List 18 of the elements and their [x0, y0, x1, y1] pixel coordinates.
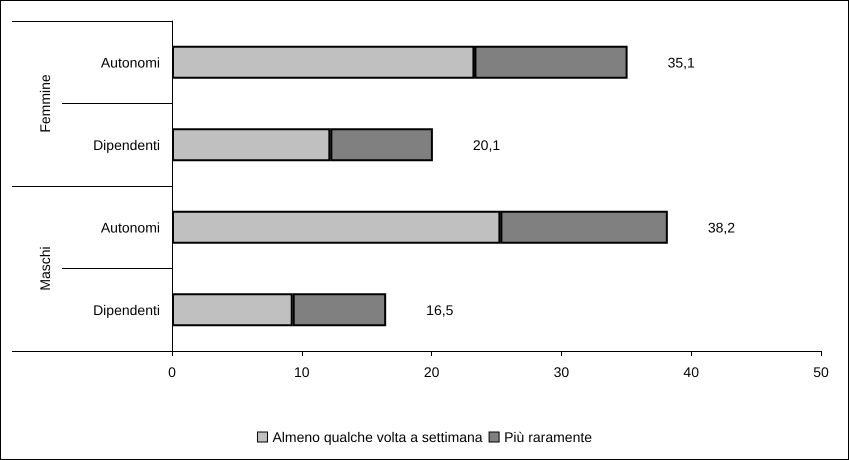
text: Femmine	[37, 74, 53, 133]
total-label: 16,5	[426, 302, 454, 318]
x-tick-label: 20	[424, 364, 440, 380]
x-tick-label: 30	[554, 364, 570, 380]
text: Maschi	[37, 246, 53, 291]
legend-label: Più raramente	[504, 429, 592, 445]
total-label: 20,1	[472, 136, 500, 153]
y-tick-label: Dipendenti	[93, 302, 160, 318]
y-tick-label: Autonomi	[100, 54, 160, 70]
x-tick-label: 10	[294, 364, 310, 380]
x-tick-label: 40	[683, 364, 700, 380]
y-tick-label: Dipendenti	[93, 136, 160, 153]
y-tick-label: Autonomi	[100, 219, 160, 236]
total-label: 35,1	[668, 54, 696, 70]
legend-label: Almeno qualche volta a settimana	[272, 429, 483, 445]
total-label: 38,2	[708, 219, 736, 236]
x-tick-label: 0	[168, 364, 176, 380]
x-tick-label: 50	[813, 364, 829, 380]
